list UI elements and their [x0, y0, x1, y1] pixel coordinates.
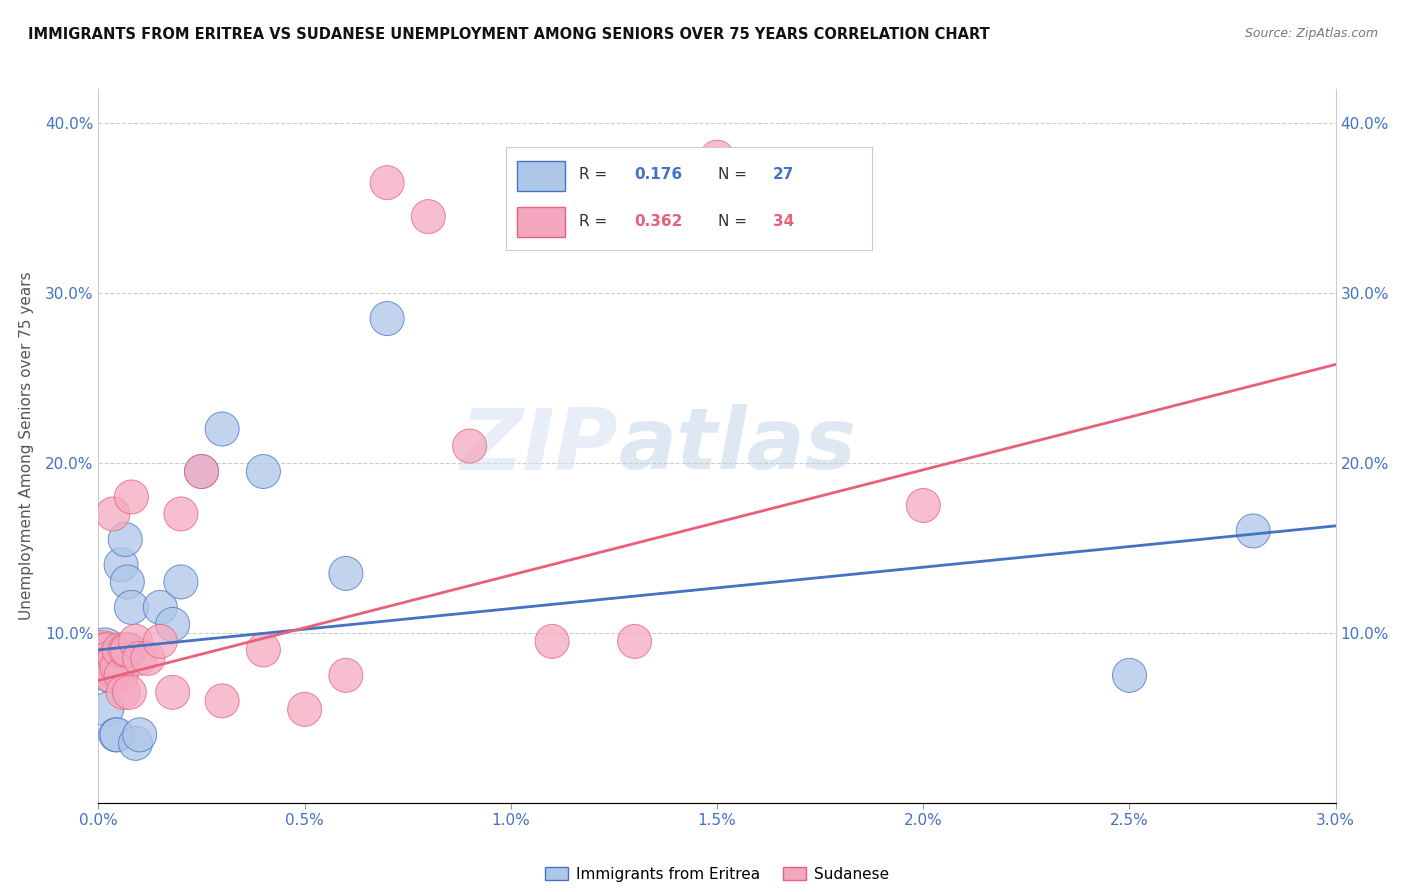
Point: [110, 668, 132, 682]
Point: [96, 702, 118, 716]
Point: [101, 660, 124, 674]
Text: 0.176: 0.176: [634, 168, 682, 182]
Point: [93, 643, 115, 657]
Point: [458, 439, 481, 453]
Point: [124, 736, 146, 750]
Point: [114, 533, 136, 547]
Text: Source: ZipAtlas.com: Source: ZipAtlas.com: [1244, 27, 1378, 40]
Point: [136, 651, 159, 665]
Point: [623, 634, 645, 648]
Point: [110, 558, 132, 572]
Text: IMMIGRANTS FROM ERITREA VS SUDANESE UNEMPLOYMENT AMONG SENIORS OVER 75 YEARS COR: IMMIGRANTS FROM ERITREA VS SUDANESE UNEM…: [28, 27, 990, 42]
Point: [120, 490, 142, 504]
Point: [211, 694, 233, 708]
Point: [97, 651, 120, 665]
Point: [128, 651, 150, 665]
Text: R =: R =: [579, 168, 613, 182]
Point: [375, 311, 398, 326]
Text: ZIP: ZIP: [460, 404, 619, 488]
Point: [124, 634, 146, 648]
Point: [105, 728, 128, 742]
Point: [706, 150, 728, 164]
Point: [335, 566, 357, 581]
Point: [149, 634, 172, 648]
Point: [170, 574, 193, 589]
Point: [105, 660, 128, 674]
Point: [162, 617, 184, 632]
Point: [118, 685, 141, 699]
Point: [541, 634, 564, 648]
FancyBboxPatch shape: [517, 161, 565, 191]
Point: [112, 685, 135, 699]
Point: [294, 702, 316, 716]
Point: [128, 728, 150, 742]
Point: [101, 507, 124, 521]
Point: [104, 660, 127, 674]
Point: [104, 728, 127, 742]
Point: [190, 465, 212, 479]
Point: [118, 643, 141, 657]
Point: [1241, 524, 1264, 538]
Text: 27: 27: [773, 168, 794, 182]
Point: [108, 643, 131, 657]
Point: [170, 507, 193, 521]
Text: atlas: atlas: [619, 404, 856, 488]
Point: [93, 643, 115, 657]
Point: [108, 660, 131, 674]
Text: N =: N =: [718, 213, 752, 228]
Point: [97, 668, 120, 682]
Y-axis label: Unemployment Among Seniors over 75 years: Unemployment Among Seniors over 75 years: [18, 272, 34, 620]
Point: [112, 651, 135, 665]
Point: [100, 651, 122, 665]
Point: [96, 643, 118, 657]
Point: [252, 643, 274, 657]
Point: [211, 422, 233, 436]
Point: [90, 651, 112, 665]
Point: [104, 651, 127, 665]
Point: [190, 465, 212, 479]
Point: [117, 643, 139, 657]
FancyBboxPatch shape: [517, 207, 565, 237]
Point: [162, 685, 184, 699]
Point: [252, 465, 274, 479]
Point: [335, 668, 357, 682]
Point: [912, 499, 935, 513]
Text: 34: 34: [773, 213, 794, 228]
Legend: Immigrants from Eritrea, Sudanese: Immigrants from Eritrea, Sudanese: [540, 861, 894, 888]
Text: 0.362: 0.362: [634, 213, 682, 228]
Point: [418, 210, 440, 224]
Point: [120, 600, 142, 615]
Point: [149, 600, 172, 615]
Point: [114, 643, 136, 657]
Text: R =: R =: [579, 213, 613, 228]
Point: [93, 660, 115, 674]
Point: [375, 176, 398, 190]
Text: N =: N =: [718, 168, 752, 182]
Point: [117, 574, 139, 589]
Point: [100, 668, 122, 682]
Point: [1118, 668, 1140, 682]
